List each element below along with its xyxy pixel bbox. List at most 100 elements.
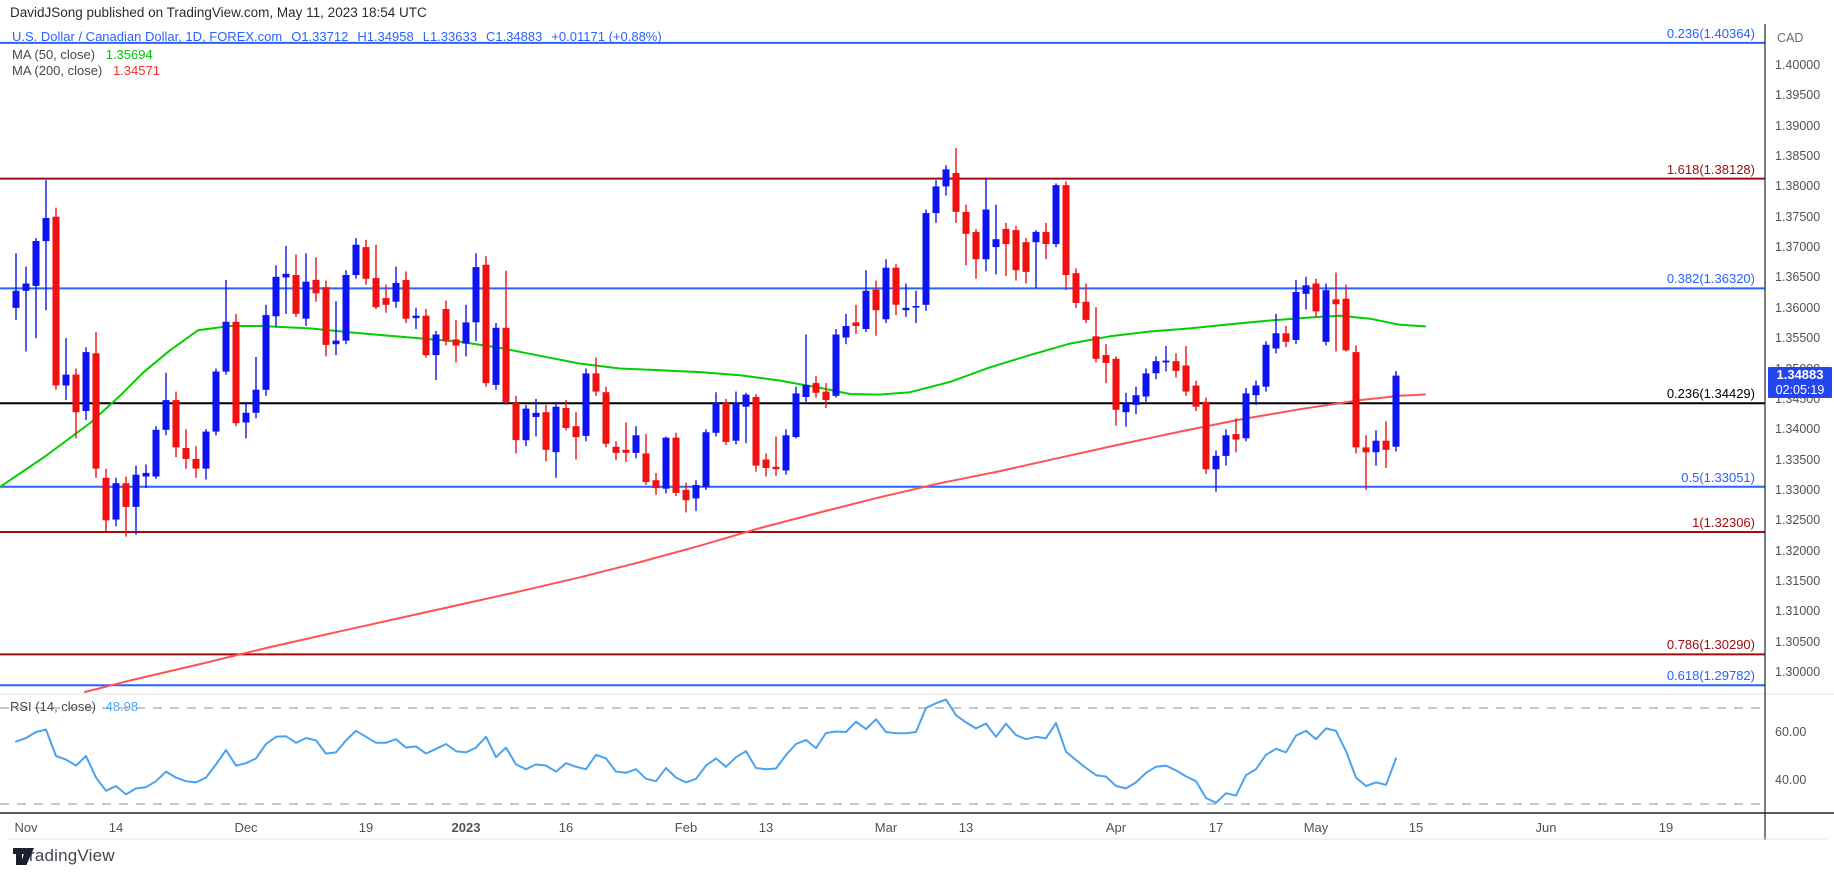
fib-level-label: 0.618(1.29782) bbox=[1666, 668, 1755, 684]
candle-body bbox=[242, 412, 250, 423]
candle-body bbox=[1192, 385, 1200, 407]
candle-body bbox=[1312, 283, 1320, 312]
candle-body bbox=[1112, 358, 1120, 410]
tradingview-logo[interactable]: TradingView bbox=[12, 846, 115, 866]
price-tick-label: 1.30000 bbox=[1775, 665, 1821, 679]
candle-body bbox=[602, 392, 610, 444]
candle-body bbox=[1102, 355, 1110, 363]
ma200-legend: MA (200, close) 1.34571 bbox=[12, 63, 160, 78]
rsi-label: RSI (14, close) bbox=[10, 699, 96, 714]
rsi-value: 48.98 bbox=[105, 699, 139, 714]
candle-body bbox=[882, 267, 890, 320]
candle-body bbox=[1042, 231, 1050, 244]
time-axis-label: 15 bbox=[1408, 820, 1424, 835]
candle-body bbox=[832, 334, 840, 396]
candle-body bbox=[1082, 301, 1090, 320]
candle-body bbox=[852, 322, 860, 326]
symbol-title: U.S. Dollar / Canadian Dollar, 1D, FOREX… bbox=[12, 29, 283, 44]
candle-body bbox=[552, 406, 560, 453]
candle-body bbox=[1052, 185, 1060, 245]
time-axis-label: Mar bbox=[874, 820, 898, 835]
candle-body bbox=[52, 216, 60, 386]
candle-body bbox=[752, 397, 760, 466]
candle-body bbox=[12, 290, 20, 308]
price-tick-label: 1.31500 bbox=[1775, 573, 1821, 588]
ma50-legend: MA (50, close) 1.35694 bbox=[12, 47, 153, 62]
candle-body bbox=[902, 307, 910, 311]
candle-body bbox=[252, 389, 260, 413]
candle-body bbox=[392, 282, 400, 302]
candle-body bbox=[462, 322, 470, 344]
candle-body bbox=[1062, 185, 1070, 275]
time-axis-label: Dec bbox=[234, 820, 258, 835]
candle-body bbox=[1322, 290, 1330, 342]
price-tick-label: 1.33000 bbox=[1775, 482, 1821, 497]
last-price-badge: 1.34883 02:05:19 bbox=[1768, 367, 1832, 398]
candle-body bbox=[722, 403, 730, 442]
ohlc-close: C1.34883 bbox=[485, 29, 543, 44]
price-tick-label: 1.32500 bbox=[1775, 513, 1821, 528]
candle-body bbox=[272, 276, 280, 317]
candle-body bbox=[702, 432, 710, 487]
candle-body bbox=[1152, 361, 1160, 374]
time-axis-label: 17 bbox=[1208, 820, 1224, 835]
candle-body bbox=[572, 426, 580, 438]
candle-body bbox=[1232, 434, 1240, 440]
candle-body bbox=[92, 353, 100, 469]
candle-body bbox=[712, 403, 720, 433]
price-tick-label: 1.33500 bbox=[1775, 452, 1821, 467]
candle-body bbox=[1032, 231, 1040, 243]
ma50-line bbox=[0, 314, 1426, 488]
candle-body bbox=[352, 244, 360, 276]
candle-body bbox=[142, 472, 150, 477]
candle-body bbox=[1332, 299, 1340, 305]
symbol-legend: U.S. Dollar / Canadian Dollar, 1D, FOREX… bbox=[12, 29, 671, 44]
candle-body bbox=[1382, 440, 1390, 450]
time-axis-label: 19 bbox=[358, 820, 374, 835]
candle-body bbox=[1212, 455, 1220, 470]
candle-body bbox=[1282, 333, 1290, 342]
ohlc-high: H1.34958 bbox=[357, 29, 414, 44]
price-tick-label: 1.37000 bbox=[1775, 240, 1821, 255]
candle-body bbox=[472, 267, 480, 323]
ma200-value: 1.34571 bbox=[112, 63, 160, 78]
candle-body bbox=[812, 383, 820, 393]
candle-body bbox=[1372, 440, 1380, 453]
candle-body bbox=[1122, 403, 1130, 413]
candle-body bbox=[1302, 285, 1310, 294]
candle-body bbox=[522, 408, 530, 441]
rsi-tick-label: 60.00 bbox=[1775, 725, 1807, 739]
candle-body bbox=[132, 474, 140, 507]
time-axis-label: May bbox=[1303, 820, 1329, 835]
candle-body bbox=[102, 477, 110, 521]
candle-body bbox=[42, 218, 50, 242]
candle-body bbox=[1202, 401, 1210, 470]
candle-body bbox=[1172, 361, 1180, 371]
fib-level-label: 0.5(1.33051) bbox=[1681, 469, 1755, 485]
candle-body bbox=[1142, 373, 1150, 397]
candle-body bbox=[912, 306, 920, 308]
candle-body bbox=[22, 283, 30, 291]
candle-body bbox=[892, 267, 900, 305]
candle-body bbox=[412, 315, 420, 319]
candle-body bbox=[282, 273, 290, 278]
candle-body bbox=[1362, 447, 1370, 453]
price-tick-label: 1.40000 bbox=[1775, 58, 1821, 72]
fib-level-label: 1(1.32306) bbox=[1692, 515, 1755, 531]
candle-body bbox=[642, 453, 650, 482]
ohlc-low: L1.33633 bbox=[422, 29, 477, 44]
candle-body bbox=[792, 393, 800, 438]
candle-body bbox=[952, 173, 960, 212]
candle-body bbox=[1252, 385, 1260, 396]
price-tick-label: 1.39500 bbox=[1775, 88, 1821, 103]
candle-body bbox=[732, 403, 740, 441]
candle-body bbox=[492, 327, 500, 385]
candle-body bbox=[1352, 352, 1360, 448]
candle-body bbox=[62, 374, 70, 386]
candle-body bbox=[222, 321, 230, 372]
publish-byline: DavidJSong published on TradingView.com,… bbox=[10, 5, 427, 20]
candle-body bbox=[182, 448, 190, 459]
time-axis-label: 13 bbox=[758, 820, 774, 835]
